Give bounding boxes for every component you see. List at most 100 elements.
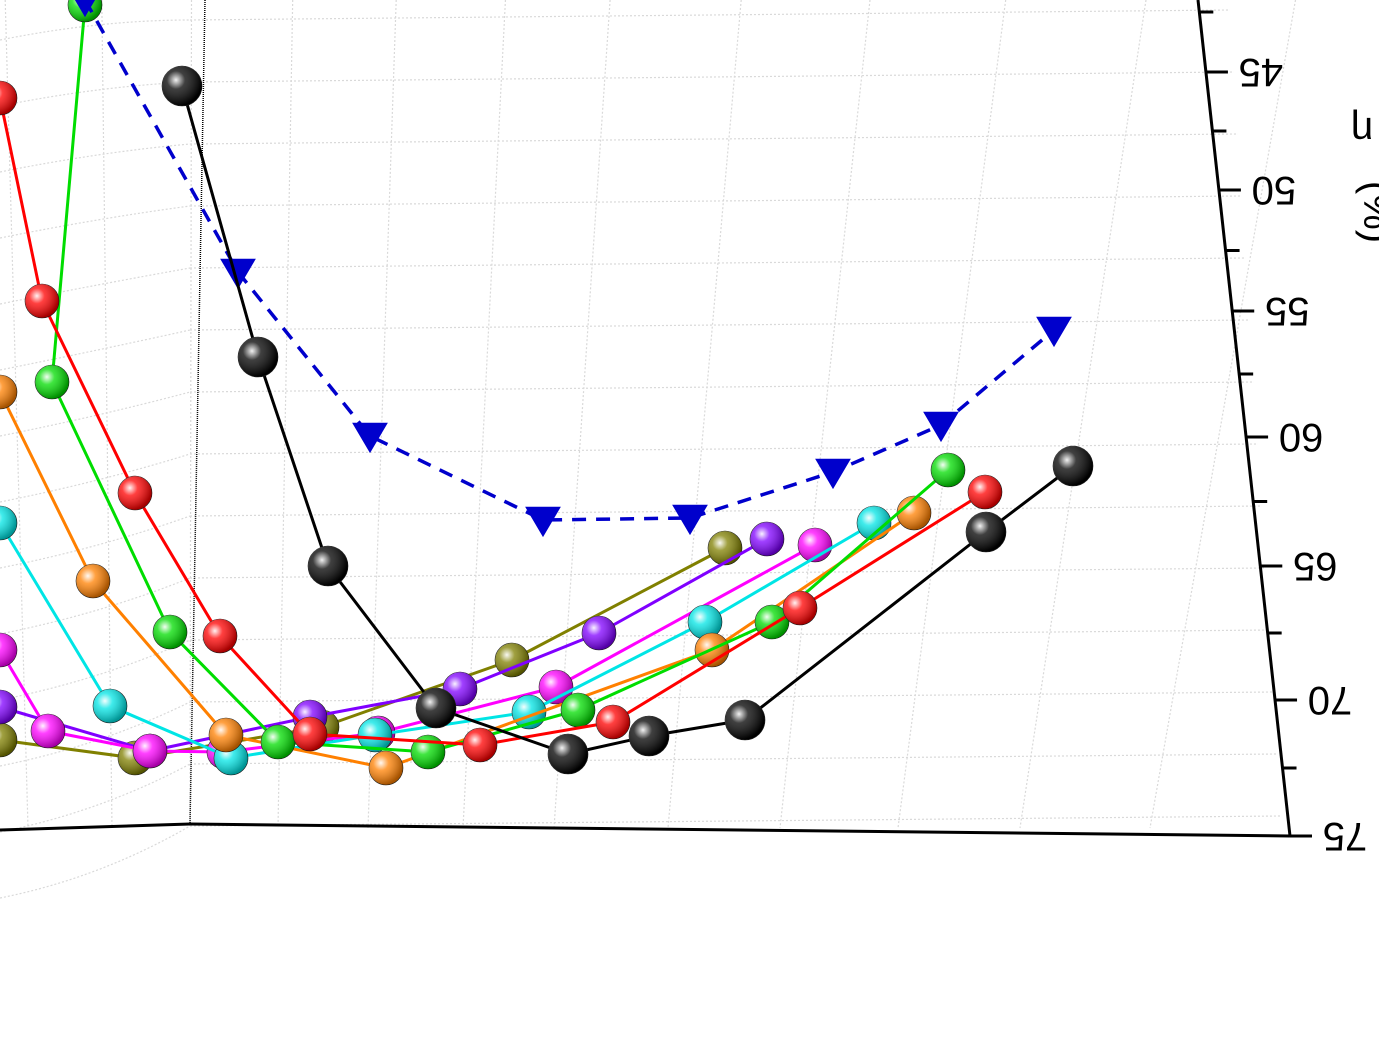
grid-line [189,381,1255,393]
data-point-shine [725,700,765,740]
data-point-shine [688,605,722,639]
tick-label-60: 60 [1279,415,1324,459]
grid-line [1149,0,1297,829]
data-point-shine [495,643,529,677]
data-point-shine [238,337,278,377]
grid-line [0,763,191,833]
tick-label-75: 75 [1323,814,1368,858]
data-point-shine [416,688,456,728]
data-point-shine [629,716,669,756]
data-point-shine [0,633,17,667]
data-point-shine [0,723,17,757]
series-line [50,4,949,754]
tick-label-50: 50 [1252,168,1297,212]
data-point [672,504,708,536]
data-point [220,258,256,290]
data-point-shine [35,365,69,399]
grid-line [0,391,191,437]
data-point [815,458,851,490]
data-point-shine [561,693,595,727]
data-point-shine [31,714,65,748]
grid-line [779,0,871,829]
data-point-shine [203,619,237,653]
grid-line [189,319,1251,331]
corner-edge [189,0,206,825]
data-point-shine [857,506,891,540]
data-point-shine [369,751,403,785]
grid-line [0,639,191,701]
axis-title-eta: η [1351,109,1373,153]
data-point-shine [708,531,742,565]
grid-line [0,577,191,635]
data-point-shine [463,728,497,762]
grid-line [0,19,191,41]
tick-label-65: 65 [1293,544,1338,588]
grid-line [189,691,1275,703]
data-point-shine [133,734,167,768]
data-point-shine [596,705,630,739]
grid-line [189,133,1239,145]
grid-line [189,567,1267,579]
data-point-shine [153,615,187,649]
axis-title-unit: (%) [1355,181,1379,243]
data-point [352,422,388,454]
data-point [923,411,959,443]
data-point-shine [358,718,392,752]
data-point-shine [0,375,17,409]
tick-label-55: 55 [1265,289,1310,333]
series-layer [0,0,1094,786]
data-point-shine [25,284,59,318]
data-point-shine [548,734,588,774]
data-point-shine [783,591,817,625]
grid-line [0,143,191,173]
data-point-shine [0,506,17,540]
grid-line [189,505,1263,517]
data-point [1036,316,1072,348]
grid-line [189,257,1247,269]
grid-line [1019,0,1147,829]
data-point-shine [931,453,965,487]
series-0 [161,65,1094,775]
series-1 [74,0,1072,538]
data-point-shine [1053,446,1093,486]
data-point-shine [261,725,295,759]
grid-line [462,0,507,829]
grid-line [277,0,294,829]
grid-line [189,443,1259,455]
series-line [0,537,768,753]
data-point-shine [0,690,17,724]
grid-line [0,329,191,371]
data-point [74,0,96,18]
data-point-shine [293,717,327,751]
right-axis: 45 50 55 60 65 70 75 η (%) [1199,10,1379,858]
floor-axis-right [189,822,1291,838]
data-point-shine [76,564,110,598]
grid-line [189,71,1235,83]
data-point-shine [209,718,243,752]
data-point-shine [582,616,616,650]
data-point-shine [162,66,202,106]
data-point-shine [968,475,1002,509]
grid-line [189,9,1231,21]
data-point [525,506,561,538]
series-2 [0,80,1003,763]
floor-axis-left [0,822,191,832]
grid-line [667,0,742,829]
series-line [83,0,1056,522]
data-point-shine [966,512,1006,552]
data-point-shine [750,522,784,556]
grid-line [0,453,191,503]
grid-line [0,81,191,107]
data-point-shine [897,496,931,530]
data-point-shine [93,689,127,723]
data-point-shine [118,476,152,510]
series-4 [0,374,932,786]
grid-line [189,629,1271,641]
axes [0,0,1292,838]
eta-axis-line [1196,0,1292,837]
data-point-shine [308,546,348,586]
grid-line [0,515,191,569]
tick-label-45: 45 [1239,50,1284,94]
grid-line [0,825,191,899]
